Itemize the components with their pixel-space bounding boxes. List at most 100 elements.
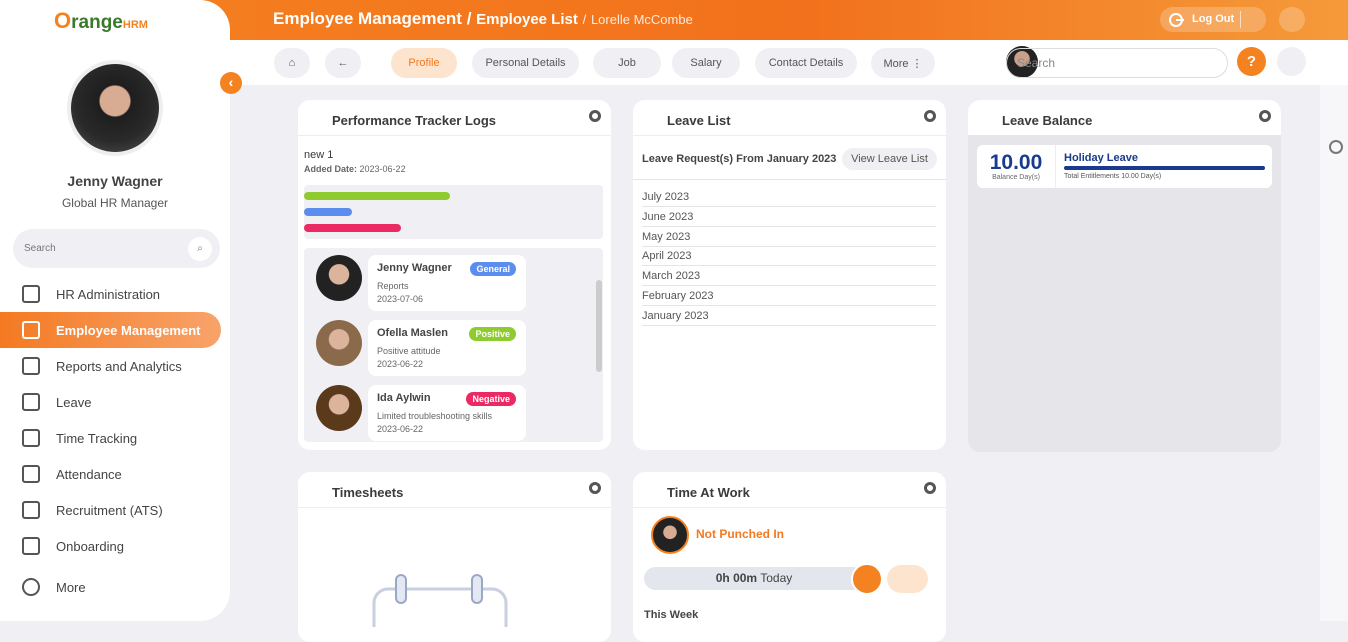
month-row[interactable]: June 2023 xyxy=(642,207,936,227)
tab[interactable]: Contact Details xyxy=(755,48,857,78)
sidebar: OrangeHRM Jenny Wagner Global HR Manager… xyxy=(0,0,230,621)
tab[interactable]: Job xyxy=(593,48,661,78)
month-row[interactable]: February 2023 xyxy=(642,286,936,306)
menu-icon xyxy=(22,357,40,375)
menu-item[interactable]: Recruitment (ATS) xyxy=(0,492,221,528)
menu-item[interactable]: HR Administration xyxy=(0,276,221,312)
menu-item[interactable]: More xyxy=(0,569,221,605)
search-box[interactable]: Search xyxy=(1006,48,1228,78)
duration: 0h 00m xyxy=(715,571,758,585)
card-settings[interactable] xyxy=(924,110,936,122)
menu-item[interactable]: Leave xyxy=(0,384,221,420)
user-name: Jenny Wagner xyxy=(67,173,163,189)
card-title: Leave List xyxy=(667,113,731,128)
reviewer-photo xyxy=(316,255,362,301)
tab[interactable]: Salary xyxy=(672,48,740,78)
tab[interactable]: Personal Details xyxy=(472,48,579,78)
time-at-work-card: Time At Work Not Punched In 0h 00m Today… xyxy=(633,472,946,642)
review-bubble: Ofella Maslen Positive Positive attitude 20… xyxy=(368,320,526,376)
entitlement: Total Entitlements 10.00 Day(s) xyxy=(1064,173,1162,180)
punch-button[interactable] xyxy=(851,563,883,595)
menu-item[interactable]: Time Tracking xyxy=(0,420,221,456)
sidebar-search[interactable]: Search ⌕ xyxy=(13,229,220,268)
menu-item[interactable]: Attendance xyxy=(0,456,221,492)
menu-icon xyxy=(22,578,40,596)
review-tag: General xyxy=(470,262,516,276)
separator: / xyxy=(582,12,587,27)
card-title: Performance Tracker Logs xyxy=(332,113,497,128)
reviewer-name: Jenny Wagner xyxy=(377,262,452,274)
brand-suffix: HRM xyxy=(122,19,148,31)
module: Employee Management xyxy=(273,9,462,28)
brand: range xyxy=(71,12,123,33)
review-note: Reports xyxy=(377,281,409,291)
review-note: Positive attitude xyxy=(377,346,441,356)
leave-balance-card: Leave Balance 10.00 Balance Day(s) Holid… xyxy=(968,100,1281,452)
card-settings[interactable] xyxy=(1259,110,1271,122)
review-note: Limited troubleshooting skills xyxy=(377,411,493,421)
settings-icon[interactable] xyxy=(1329,140,1343,154)
review-list: Jenny Wagner General Reports 2023-07-06 Ofel… xyxy=(304,248,603,442)
view-leave-button[interactable]: View Leave List xyxy=(842,148,937,170)
avatar xyxy=(651,516,689,554)
menu-icon xyxy=(22,393,40,411)
card-title: Time At Work xyxy=(667,485,750,500)
employee: Lorelle McCombe xyxy=(590,12,693,27)
review-tag: Positive xyxy=(469,327,516,341)
menu-item[interactable]: Reports and Analytics xyxy=(0,348,221,384)
search-placeholder: Search xyxy=(1017,56,1056,70)
balance-label: Balance Day(s) xyxy=(992,174,1040,181)
added-date: 2023-06-22 xyxy=(359,164,406,174)
tab[interactable]: Profile xyxy=(391,48,457,78)
card-settings[interactable] xyxy=(924,482,936,494)
collapse-button[interactable]: ‹ xyxy=(220,72,242,94)
card-title: Timesheets xyxy=(332,485,404,500)
month-row[interactable]: January 2023 xyxy=(642,306,936,326)
punch-status: Not Punched In xyxy=(696,527,784,541)
logout-label: Log Out xyxy=(1192,13,1235,25)
menu-icon xyxy=(22,501,40,519)
breadcrumb: Employee Management / Employee List / Lo… xyxy=(273,9,693,29)
review-bubble: Jenny Wagner General Reports 2023-07-06 xyxy=(368,255,526,311)
empty-illustration xyxy=(372,574,508,627)
week-label: This Week xyxy=(644,609,699,621)
menu-item[interactable]: Onboarding xyxy=(0,528,221,564)
added-label: Added Date: xyxy=(304,164,358,174)
month-row[interactable]: July 2023 xyxy=(642,187,936,207)
help-button[interactable]: ? xyxy=(1237,47,1266,76)
menu-icon xyxy=(22,537,40,555)
leave-type: Holiday Leave xyxy=(1064,152,1138,164)
menu-icon xyxy=(22,465,40,483)
logout-button[interactable]: Log Out xyxy=(1160,7,1266,32)
share-button[interactable] xyxy=(1277,47,1306,76)
performance-card: Performance Tracker Logs new 1 Added Dat… xyxy=(298,100,611,450)
log-name: new 1 xyxy=(304,149,334,161)
attendance-button[interactable] xyxy=(887,565,928,593)
tab[interactable]: More ⋮ xyxy=(871,48,935,78)
review-tag: Negative xyxy=(466,392,516,406)
home-button[interactable]: ⌂ xyxy=(274,48,310,78)
back-button[interactable]: ← xyxy=(325,48,361,78)
reviewer-photo xyxy=(316,320,362,366)
logo: OrangeHRM xyxy=(54,8,148,33)
month-row[interactable]: March 2023 xyxy=(642,266,936,287)
page-name: Employee List xyxy=(476,11,578,28)
leave-heading: Leave Request(s) From January 2023 xyxy=(642,153,837,165)
duration-bar: 0h 00m Today xyxy=(644,567,864,590)
card-settings[interactable] xyxy=(589,110,601,122)
menu-icon xyxy=(22,285,40,303)
external-link[interactable] xyxy=(1279,7,1305,32)
balance-value: 10.00 xyxy=(989,151,1043,174)
month-row[interactable]: April 2023 xyxy=(642,246,936,267)
card-settings[interactable] xyxy=(589,482,601,494)
logout-icon xyxy=(1169,13,1184,27)
menu-icon xyxy=(22,429,40,447)
review-date: 2023-06-22 xyxy=(377,359,424,369)
reviewer-name: Ofella Maslen xyxy=(377,327,448,339)
leave-list-card: Leave List Leave Request(s) From January… xyxy=(633,100,946,450)
user-role: Global HR Manager xyxy=(61,196,169,210)
timesheets-card: Timesheets xyxy=(298,472,611,642)
month-row[interactable]: May 2023 xyxy=(642,227,936,247)
menu-item[interactable]: Employee Management xyxy=(0,312,221,348)
reviewer-photo xyxy=(316,385,362,431)
